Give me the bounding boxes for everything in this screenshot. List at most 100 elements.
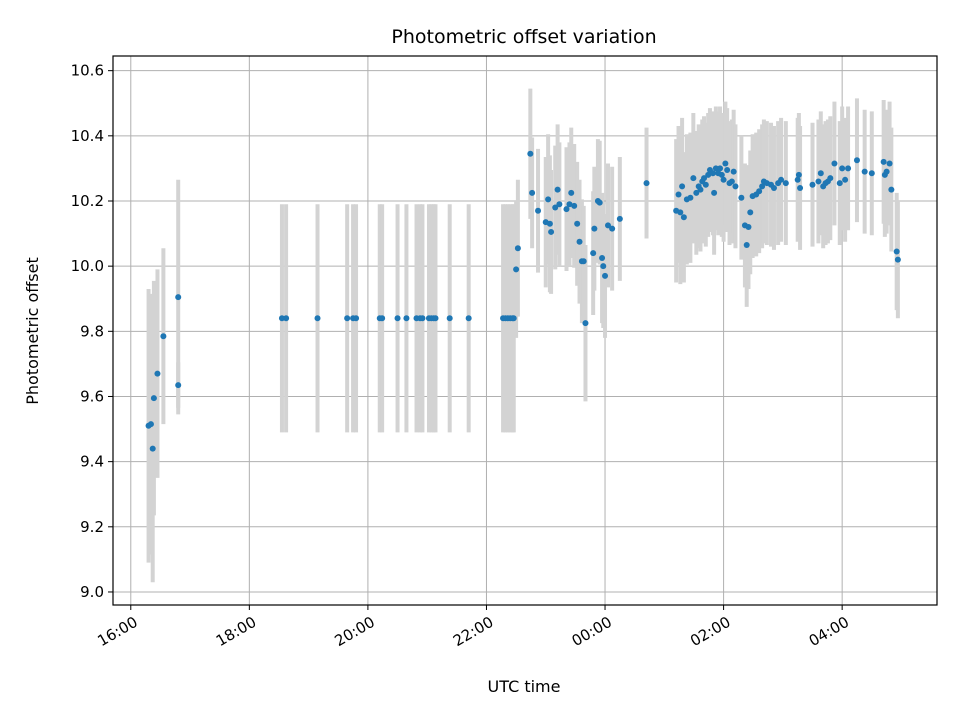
data-point (815, 178, 822, 185)
data-point (580, 258, 587, 265)
data-point (675, 191, 682, 198)
data-point (278, 315, 285, 322)
data-point (548, 228, 555, 235)
y-tick-label: 9.4 (80, 453, 104, 471)
data-point (149, 445, 156, 452)
data-point (836, 180, 843, 187)
y-tick-label: 9.2 (80, 518, 104, 536)
data-point (724, 167, 731, 174)
data-point (680, 214, 687, 221)
data-point (756, 188, 763, 195)
data-point (679, 183, 686, 190)
data-point (795, 171, 802, 178)
data-point (283, 315, 290, 322)
data-point (513, 266, 520, 273)
data-point (797, 184, 804, 191)
data-point (566, 201, 573, 208)
data-point (868, 170, 875, 177)
data-point (591, 225, 598, 232)
data-point (817, 170, 824, 177)
data-point (705, 171, 712, 178)
data-point (574, 220, 581, 227)
plot-frame (112, 55, 938, 606)
data-point (809, 181, 816, 188)
data-point (717, 165, 724, 172)
data-point (782, 180, 789, 187)
data-point (556, 201, 563, 208)
data-point (722, 160, 729, 167)
data-point (419, 315, 426, 322)
data-point (745, 224, 752, 231)
data-point (831, 160, 838, 167)
data-point (720, 176, 727, 183)
data-point (738, 194, 745, 201)
data-point (861, 168, 868, 175)
data-point (883, 168, 890, 175)
data-point (546, 220, 553, 227)
y-tick-label: 10.0 (71, 257, 104, 275)
data-point (702, 181, 709, 188)
chart-title: Photometric offset variation (391, 26, 656, 48)
y-tick-label: 9.0 (80, 583, 104, 601)
y-axis-ticks: 9.0 9.2 9.4 9.6 9.8 10.0 10.2 10.4 10.6 (71, 62, 113, 601)
data-point (701, 175, 708, 182)
data-point (175, 382, 182, 389)
data-point (154, 370, 161, 377)
data-point (314, 315, 321, 322)
data-point (576, 238, 583, 245)
data-point (600, 263, 607, 270)
data-point (545, 196, 552, 203)
data-point (730, 168, 737, 175)
data-point (599, 255, 606, 262)
data-point (527, 150, 534, 157)
data-point (853, 157, 860, 164)
data-point (510, 315, 517, 322)
data-point (711, 189, 718, 196)
x-axis-label: UTC time (488, 677, 561, 696)
data-point (344, 315, 351, 322)
data-point (728, 178, 735, 185)
data-point (894, 256, 901, 263)
data-point (160, 333, 167, 340)
data-point (446, 315, 453, 322)
data-point (529, 189, 536, 196)
data-point (175, 294, 182, 301)
data-point (845, 165, 852, 172)
y-tick-label: 10.6 (71, 62, 104, 80)
data-point (596, 199, 603, 206)
data-point (888, 186, 895, 193)
data-point (732, 183, 739, 190)
data-point (609, 225, 616, 232)
data-point (353, 315, 360, 322)
data-point (827, 175, 834, 182)
data-point (693, 189, 700, 196)
y-tick-label: 10.4 (71, 127, 104, 145)
data-point (563, 206, 570, 213)
data-point (582, 320, 589, 327)
data-point (465, 315, 472, 322)
data-point (747, 209, 754, 216)
data-point (604, 222, 611, 229)
data-point (590, 250, 597, 257)
y-tick-label: 10.2 (71, 192, 104, 210)
data-point (677, 209, 684, 216)
data-point (379, 315, 386, 322)
data-point (535, 207, 542, 214)
data-point (552, 204, 559, 211)
data-points (145, 150, 901, 452)
y-tick-label: 9.6 (80, 387, 104, 405)
data-point (643, 180, 650, 187)
data-point (514, 245, 521, 252)
data-point (842, 176, 849, 183)
data-point (886, 160, 893, 167)
data-point (880, 158, 887, 165)
data-point (403, 315, 410, 322)
y-axis-label: Photometric offset (23, 257, 42, 405)
data-point (150, 395, 157, 402)
data-point (839, 165, 846, 172)
data-point (709, 170, 716, 177)
data-point (697, 186, 704, 193)
data-point (718, 171, 725, 178)
